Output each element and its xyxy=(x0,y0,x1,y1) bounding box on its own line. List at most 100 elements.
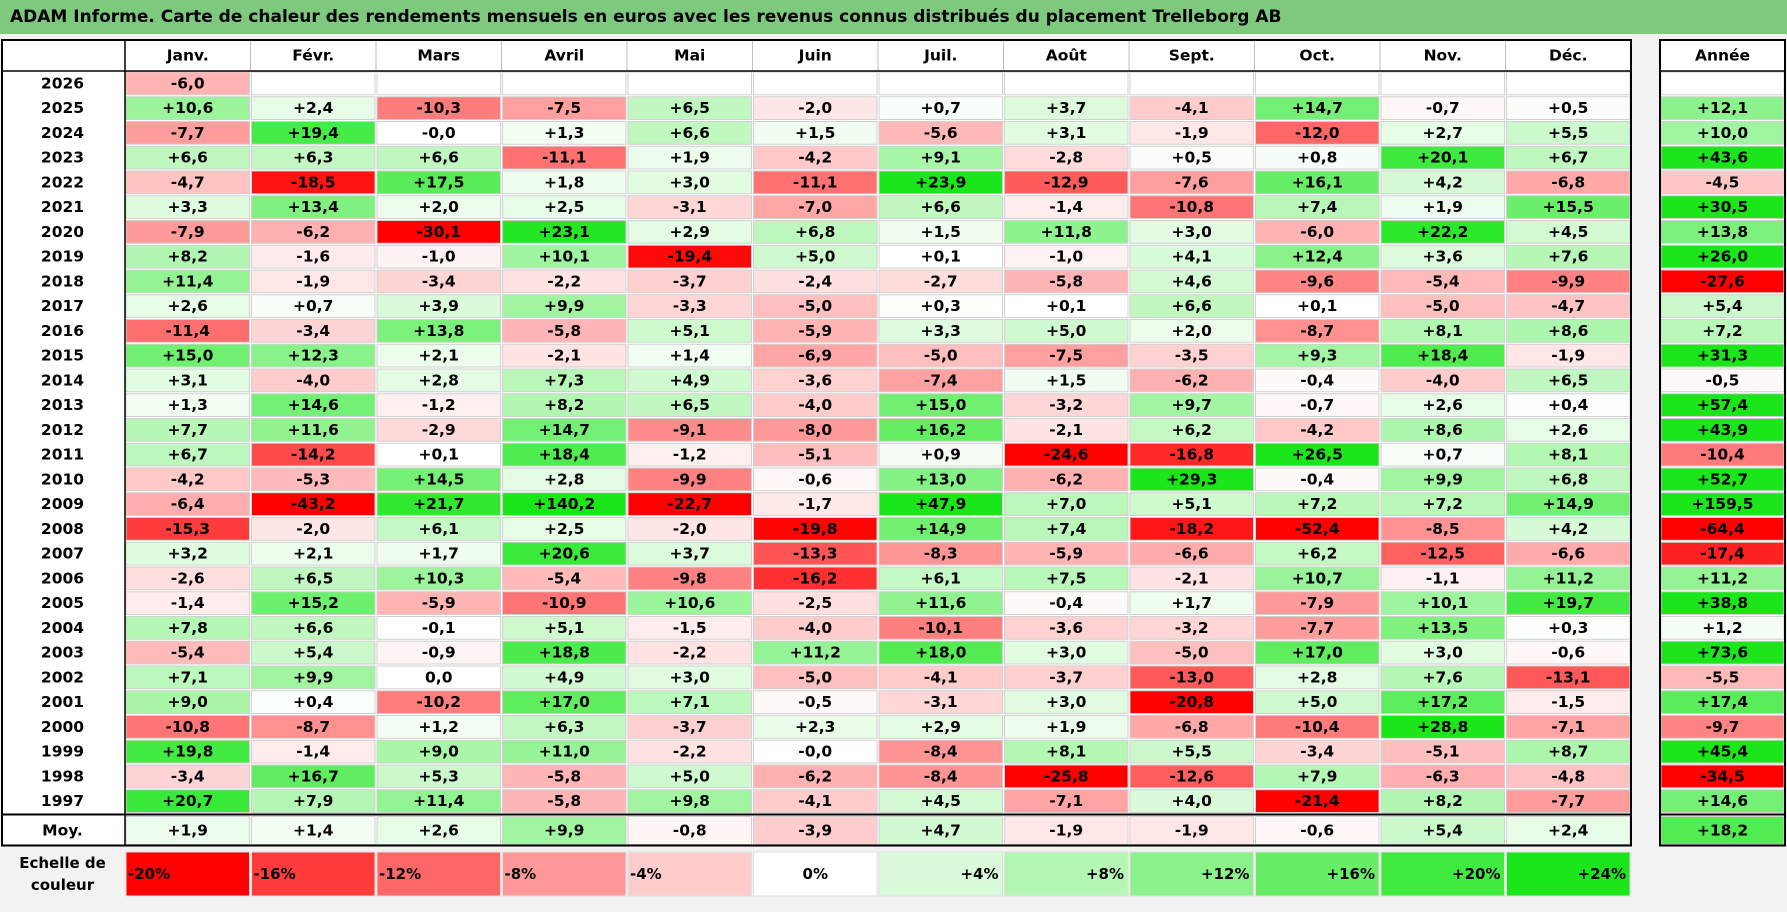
scale-swatch xyxy=(878,851,1003,897)
heatmap-cell-value: +29,3 xyxy=(1166,470,1217,488)
heatmap-cell-value: -43,2 xyxy=(291,495,336,513)
scale-swatch-label: -4% xyxy=(630,865,662,883)
heatmap-cell xyxy=(1380,492,1505,516)
heatmap-cell-value: -1,6 xyxy=(296,248,330,266)
heatmap-cell xyxy=(1004,517,1129,541)
heatmap-cell-value: +3,3 xyxy=(168,198,208,216)
heatmap-cell-value: +0,3 xyxy=(921,297,961,315)
heatmap-cell xyxy=(1255,393,1380,417)
heatmap-cell xyxy=(502,220,627,244)
heatmap-cell xyxy=(125,145,250,170)
average-cell-value: +2,6 xyxy=(419,822,459,840)
heatmap-cell-value: +8,1 xyxy=(1548,446,1588,464)
heatmap-cell xyxy=(753,343,878,368)
heatmap-cell-value: -10,4 xyxy=(1295,718,1340,736)
heatmap-cell xyxy=(753,170,878,195)
heatmap-cell-value: +0,8 xyxy=(1297,149,1337,167)
heatmap-cell-value: +3,0 xyxy=(1046,693,1087,711)
heatmap-cell xyxy=(502,442,627,467)
heatmap-cell-value: -10,8 xyxy=(165,718,210,736)
heatmap-cell-value: +1,8 xyxy=(544,173,584,191)
row-year-label: 2004 xyxy=(41,619,84,637)
heatmap-cell-value: -0,0 xyxy=(422,124,456,142)
heatmap-cell-value: -52,4 xyxy=(1295,520,1340,538)
heatmap-cell xyxy=(1129,566,1254,591)
heatmap-cell xyxy=(1255,319,1380,343)
heatmap-cell-value: -9,9 xyxy=(673,470,707,488)
heatmap-cell xyxy=(502,492,627,516)
scale-swatch-label: -20% xyxy=(128,865,170,883)
heatmap-cell-value: +0,1 xyxy=(1297,297,1337,315)
heatmap-cell xyxy=(878,789,1003,813)
average-cell xyxy=(1255,816,1380,845)
heatmap-cell xyxy=(1380,269,1505,294)
heatmap-cell-value: +20,1 xyxy=(1417,149,1468,167)
annual-cell-value: -0,5 xyxy=(1706,371,1740,389)
heatmap-cell xyxy=(376,616,501,640)
heatmap-cell-value: +7,0 xyxy=(1046,495,1087,513)
heatmap-cell-value: +2,9 xyxy=(921,718,961,736)
heatmap-cell xyxy=(376,665,501,690)
heatmap-cell xyxy=(878,517,1003,541)
heatmap-cell xyxy=(878,195,1003,219)
heatmap-cell xyxy=(251,541,376,566)
heatmap-cell xyxy=(753,368,878,393)
heatmap-cell xyxy=(878,71,1003,96)
heatmap-cell xyxy=(627,343,752,368)
heatmap-cell xyxy=(753,591,878,615)
heatmap-cell-value: +7,9 xyxy=(293,792,333,810)
heatmap-cell-value: -13,3 xyxy=(793,545,838,563)
average-annual-value: +18,2 xyxy=(1697,822,1748,840)
row-year-label: 1997 xyxy=(41,792,84,810)
heatmap-cell xyxy=(1380,566,1505,591)
heatmap-cell-value: -12,9 xyxy=(1044,173,1089,191)
heatmap-cell xyxy=(753,442,878,467)
heatmap-cell xyxy=(251,739,376,764)
heatmap-cell xyxy=(878,690,1003,714)
heatmap-cell-value: +6,5 xyxy=(1548,371,1588,389)
heatmap-cell-value: -14,2 xyxy=(291,446,336,464)
heatmap-cell-value: -2,1 xyxy=(1049,421,1083,439)
annual-cell-value: -64,4 xyxy=(1700,520,1745,538)
row-year-label: 2026 xyxy=(41,74,84,92)
heatmap-cell-value: -5,8 xyxy=(547,767,581,785)
heatmap-cell-value: -10,9 xyxy=(542,594,587,612)
heatmap-cell xyxy=(1129,467,1254,492)
heatmap-cell xyxy=(878,665,1003,690)
heatmap-cell-value: +1,7 xyxy=(419,545,459,563)
column-header: Oct. xyxy=(1299,47,1335,65)
column-header: Nov. xyxy=(1424,47,1462,65)
heatmap-cell-value: +7,4 xyxy=(1046,520,1087,538)
annual-cell-value: -34,5 xyxy=(1700,767,1745,785)
heatmap-cell xyxy=(502,764,627,789)
heatmap-cell-value: +2,5 xyxy=(544,520,584,538)
column-header: Juin xyxy=(798,47,832,65)
heatmap-cell xyxy=(502,739,627,764)
heatmap-cell xyxy=(125,640,250,665)
annual-cell-value: +159,5 xyxy=(1691,495,1753,513)
heatmap-cell xyxy=(125,442,250,467)
heatmap-cell xyxy=(1380,418,1505,442)
scale-swatch-label: +20% xyxy=(1452,865,1500,883)
heatmap-cell xyxy=(1004,715,1129,739)
heatmap-cell xyxy=(251,566,376,591)
heatmap-cell xyxy=(1255,715,1380,739)
heatmap-cell-value: +9,9 xyxy=(293,668,333,686)
heatmap-cell xyxy=(376,393,501,417)
heatmap-cell-value: -11,1 xyxy=(793,173,838,191)
heatmap-cell xyxy=(753,541,878,566)
heatmap-cell-value: +3,0 xyxy=(670,668,711,686)
heatmap-cell-value: +15,0 xyxy=(162,347,213,365)
annual-cell-value: +26,0 xyxy=(1697,248,1748,266)
heatmap-cell-value: +11,2 xyxy=(1543,569,1594,587)
average-row-label: Moy. xyxy=(42,822,83,840)
heatmap-cell xyxy=(1004,319,1129,343)
heatmap-cell-value: -8,4 xyxy=(924,767,958,785)
heatmap-cell xyxy=(502,418,627,442)
heatmap-cell xyxy=(1255,121,1380,145)
annual-cell-value: -17,4 xyxy=(1700,545,1745,563)
heatmap-cell-value: -3,6 xyxy=(1049,619,1083,637)
heatmap-cell-value: -5,0 xyxy=(798,668,832,686)
heatmap-cell-value: -4,0 xyxy=(798,396,832,414)
heatmap-cell-value: -2,6 xyxy=(171,569,205,587)
